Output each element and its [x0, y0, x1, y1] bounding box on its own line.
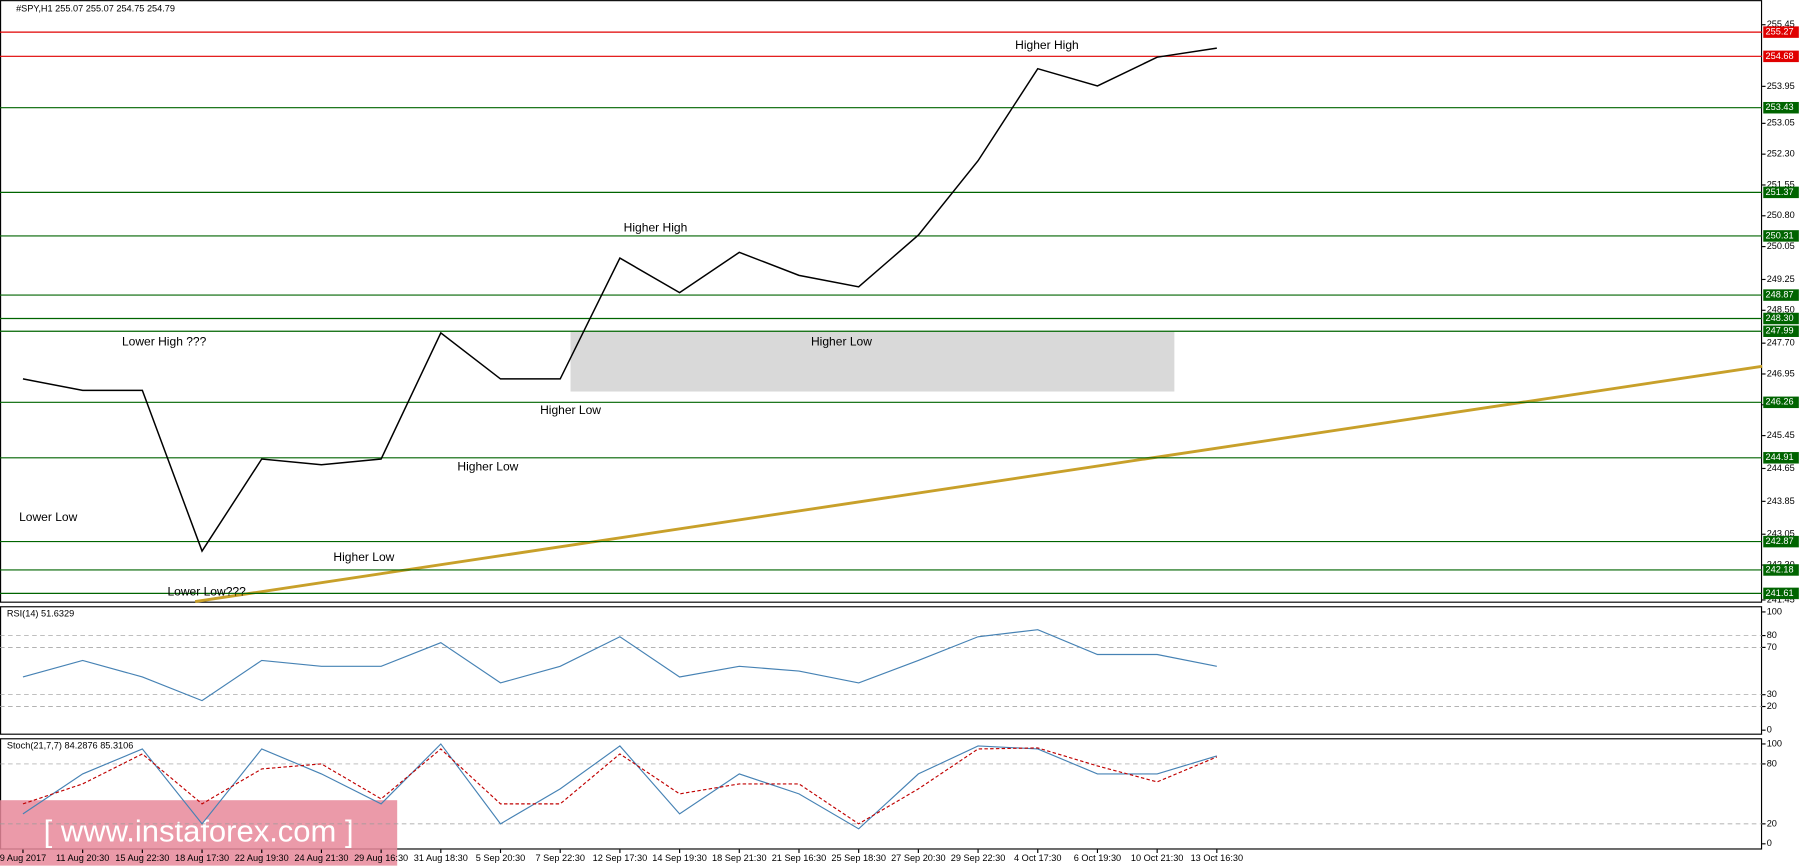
x-tick-label: 7 Sep 22:30: [535, 853, 584, 863]
y-tick-label: 241.45: [1767, 594, 1795, 604]
annotation: Higher High: [624, 221, 688, 235]
level-tag: [1763, 535, 1799, 548]
y-tick-label: 245.45: [1767, 430, 1795, 440]
y-tick-label: 30: [1767, 689, 1777, 699]
y-tick-label: 248.50: [1767, 305, 1795, 315]
y-tick-label: 249.25: [1767, 274, 1795, 284]
y-tick-label: 253.95: [1767, 81, 1795, 91]
level-label: 251.37: [1766, 187, 1794, 197]
x-tick-label: 5 Sep 20:30: [476, 853, 525, 863]
y-tick-label: 100: [1767, 738, 1782, 748]
y-tick-label: 246.95: [1767, 368, 1795, 378]
y-tick-label: 243.05: [1767, 529, 1795, 539]
x-tick-label: 22 Aug 19:30: [235, 853, 289, 863]
x-tick-label: 11 Aug 20:30: [56, 853, 109, 863]
watermark-box: [0, 800, 398, 866]
x-tick-label: 14 Sep 19:30: [652, 853, 707, 863]
series-line: [22, 743, 1218, 830]
level-tag: [1763, 312, 1799, 325]
level-label: 255.27: [1766, 27, 1794, 37]
y-tick-label: 251.55: [1767, 179, 1795, 189]
y-tick-label: 70: [1767, 642, 1777, 652]
zone: [570, 331, 1175, 392]
annotation: Lower High ???: [122, 334, 207, 348]
y-tick-label: 250.05: [1767, 241, 1795, 251]
y-tick-label: 20: [1767, 701, 1777, 711]
y-tick-label: 253.05: [1767, 118, 1795, 128]
y-tick-label: 252.30: [1767, 149, 1795, 159]
level-tag: [1763, 101, 1799, 114]
main-panel: [0, 0, 1763, 603]
level-tag: [1763, 325, 1799, 337]
y-tick-label: 250.80: [1767, 210, 1795, 220]
level-label: 241.61: [1766, 588, 1794, 598]
chart-title: #SPY,H1 255.07 255.07 254.75 254.79: [16, 4, 175, 14]
x-tick-label: 10 Oct 21:30: [1131, 853, 1184, 863]
x-tick-label: 15 Aug 22:30: [115, 853, 169, 863]
level-label: 253.43: [1766, 102, 1794, 112]
y-tick-label: 0: [1767, 838, 1772, 848]
x-tick-label: 29 Sep 22:30: [951, 853, 1006, 863]
series-line: [22, 47, 1217, 553]
x-tick-label: 27 Sep 20:30: [891, 853, 946, 863]
x-tick-label: 12 Sep 17:30: [593, 853, 648, 863]
level-tag: [1763, 186, 1799, 199]
level-tag: [1763, 230, 1799, 242]
y-tick-label: 0: [1767, 725, 1772, 735]
y-tick-label: 244.65: [1767, 463, 1795, 473]
level-tag: [1763, 50, 1799, 63]
x-tick-label: 6 Oct 19:30: [1074, 853, 1121, 863]
level-label: 244.91: [1766, 452, 1794, 462]
rsi-panel: [0, 606, 1763, 735]
y-tick-label: 80: [1767, 758, 1777, 768]
x-tick-label: 9 Aug 2017: [0, 853, 46, 863]
y-tick-label: 20: [1767, 818, 1777, 828]
trend-line: [194, 364, 1763, 604]
x-tick-label: 18 Aug 17:30: [175, 853, 229, 863]
y-tick-label: 243.85: [1767, 496, 1795, 506]
y-tick-label: 255.45: [1767, 19, 1795, 29]
level-tag: [1763, 396, 1799, 409]
level-label: 248.30: [1766, 313, 1794, 323]
level-tag: [1763, 452, 1799, 464]
annotation: Lower Low???: [167, 585, 246, 599]
annotation: Higher Low: [811, 334, 872, 348]
annotation: Higher High: [1015, 38, 1079, 52]
annotation: Lower Low: [19, 510, 78, 524]
level-label: 254.68: [1766, 51, 1794, 61]
x-tick-label: 21 Sep 16:30: [772, 853, 827, 863]
series-line: [22, 747, 1218, 825]
x-tick-label: 24 Aug 21:30: [294, 853, 348, 863]
annotation: Higher Low: [333, 550, 394, 564]
level-tag: [1763, 289, 1799, 301]
level-label: 242.87: [1766, 536, 1794, 546]
level-label: 242.18: [1766, 564, 1794, 574]
y-tick-label: 100: [1767, 606, 1782, 616]
level-label: 246.26: [1766, 397, 1794, 407]
x-tick-label: 25 Sep 18:30: [831, 853, 886, 863]
x-tick-label: 4 Oct 17:30: [1014, 853, 1061, 863]
annotation: Higher Low: [457, 459, 518, 473]
x-tick-label: 13 Oct 16:30: [1191, 853, 1244, 863]
level-tag: [1763, 587, 1799, 600]
series-line: [22, 629, 1217, 702]
y-tick-label: 247.70: [1767, 338, 1795, 348]
level-tag: [1763, 26, 1799, 38]
annotation: Higher Low: [540, 403, 601, 417]
x-tick-label: 29 Aug 16:30: [354, 853, 408, 863]
x-tick-label: 18 Sep 21:30: [712, 853, 767, 863]
x-tick-label: 31 Aug 18:30: [414, 853, 468, 863]
stoch-panel: [0, 738, 1763, 850]
level-tag: [1763, 564, 1799, 576]
level-label: 247.99: [1766, 326, 1794, 336]
y-tick-label: 80: [1767, 630, 1777, 640]
stoch-title: Stoch(21,7,7) 84.2876 85.3106: [7, 741, 133, 751]
level-label: 248.87: [1766, 290, 1794, 300]
rsi-title: RSI(14) 51.6329: [7, 609, 74, 619]
level-label: 250.31: [1766, 230, 1794, 240]
